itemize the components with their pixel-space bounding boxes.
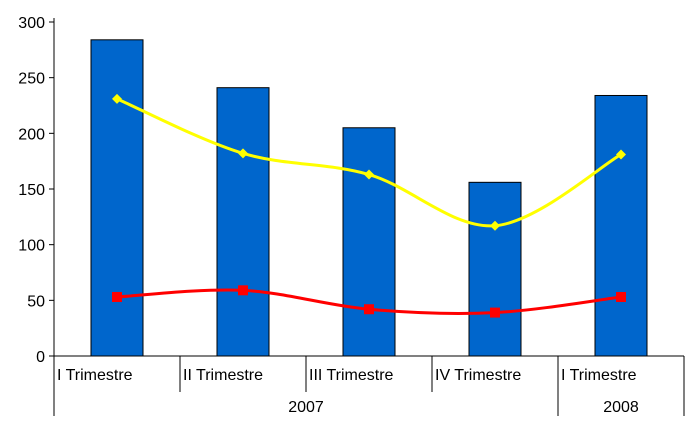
x-tick-label: II Trimestre (183, 367, 263, 384)
x-tick-label: I Trimestre (57, 367, 133, 384)
y-tick-label: 100 (18, 238, 45, 255)
labels-layer: 0 50 100 150 200 250 300 I Trimestre II Trimestr… (18, 15, 639, 416)
axes-layer (49, 18, 685, 416)
y-tick-label: 150 (18, 182, 45, 199)
bar (216, 87, 270, 357)
y-tick-label: 300 (18, 15, 45, 32)
line-point (238, 285, 248, 296)
line-point (616, 149, 626, 160)
y-tick-label: 50 (27, 293, 45, 310)
y-tick-label: 0 (36, 349, 45, 366)
line-point (238, 148, 248, 159)
line-point (112, 93, 122, 104)
bar (342, 127, 396, 357)
line-point (112, 291, 122, 302)
bars-layer (90, 39, 648, 357)
x-tick-label: III Trimestre (309, 367, 394, 384)
y-tick-label: 250 (18, 71, 45, 88)
x-group-label: 2008 (603, 399, 639, 416)
line-point (364, 304, 374, 315)
x-tick-label: IV Trimestre (435, 367, 521, 384)
line-point (364, 169, 374, 180)
line-point (490, 307, 500, 318)
y-tick-label: 200 (18, 126, 45, 143)
line-point (490, 220, 500, 231)
bar (468, 181, 522, 357)
bar (594, 94, 648, 357)
x-group-label: 2007 (288, 399, 324, 416)
lines-layer (112, 93, 626, 318)
bar (90, 39, 144, 357)
line-point (616, 291, 626, 302)
x-tick-label: I Trimestre (561, 367, 637, 384)
